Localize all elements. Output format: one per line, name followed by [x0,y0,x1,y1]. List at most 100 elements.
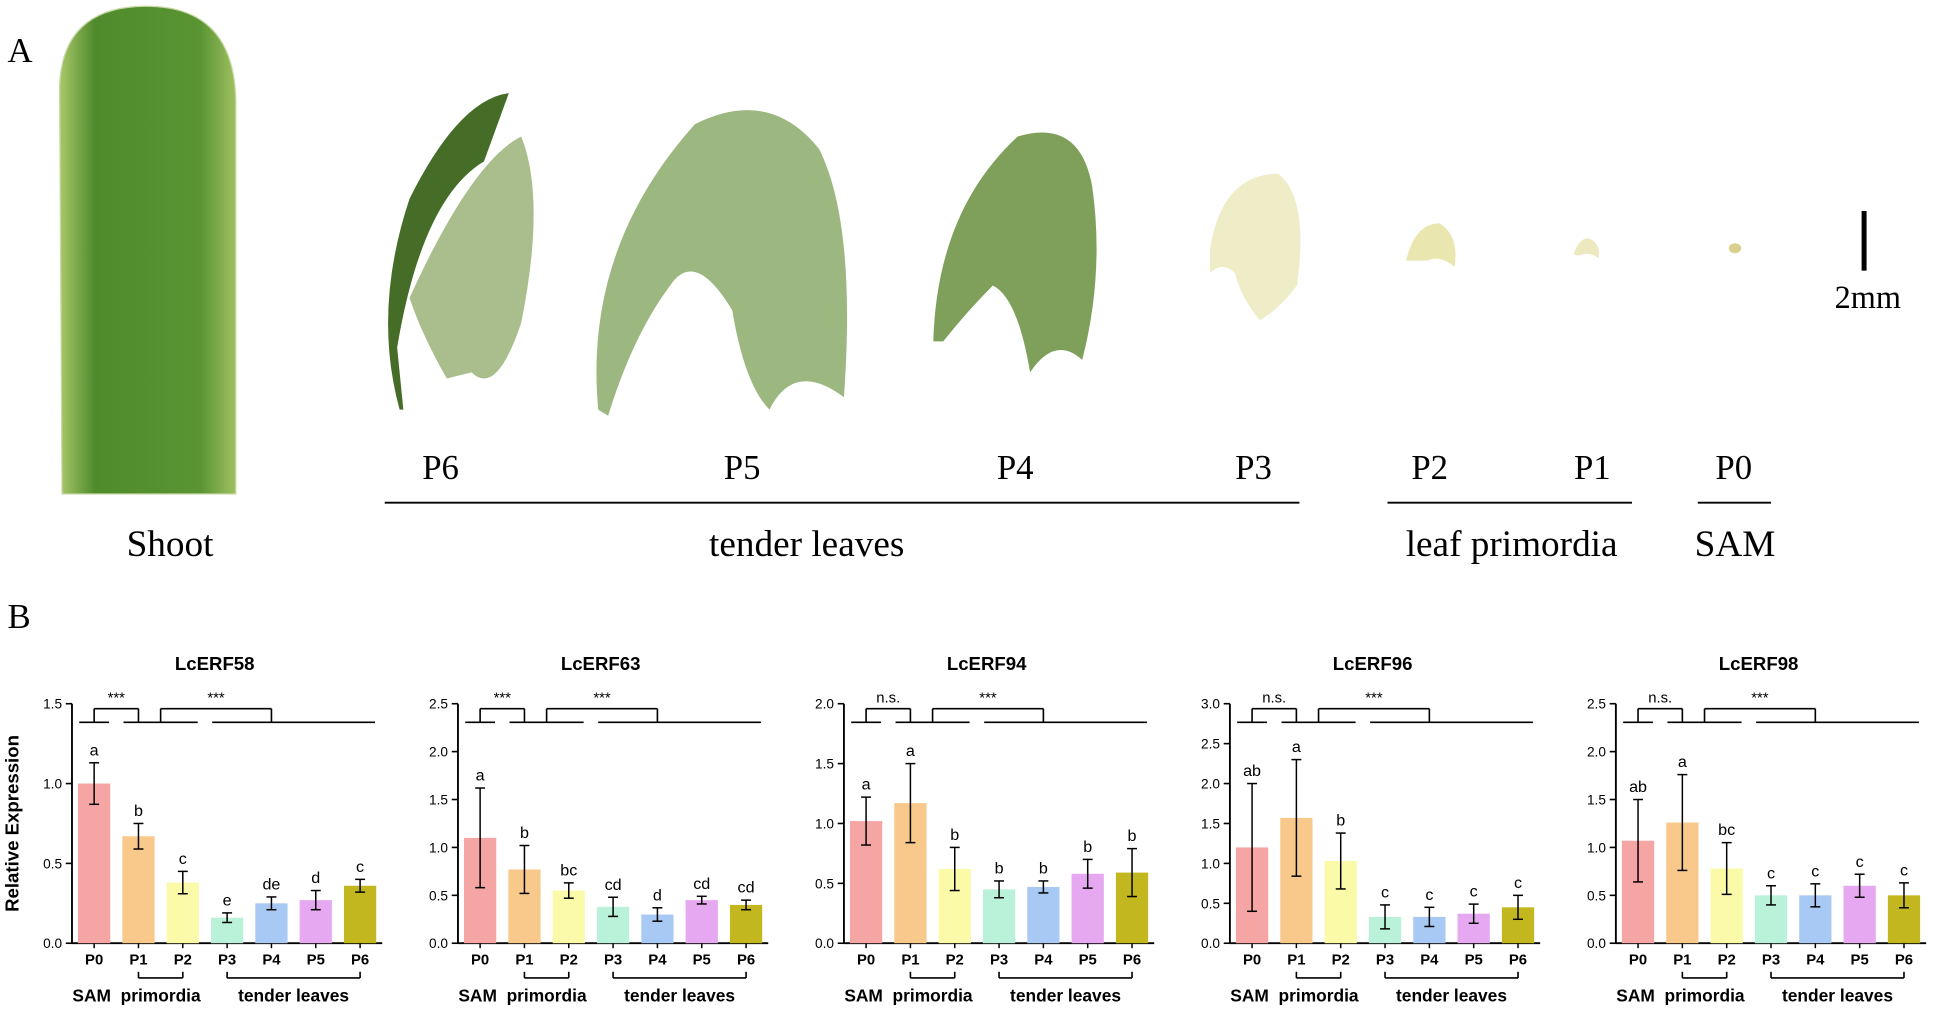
x-tick-label: P3 [1762,952,1780,968]
significance-label: *** [494,690,512,706]
letter-label: a [90,741,99,759]
letter-label: b [520,824,529,842]
letter-label: a [906,742,915,760]
bar [343,885,377,944]
significance-label: *** [979,690,997,706]
letter-label: cd [693,875,710,893]
x-tick-label: P3 [604,952,622,968]
x-tick-label: P6 [1509,952,1527,968]
x-tick-label: P4 [648,952,667,968]
x-tick-label: P6 [1895,952,1913,968]
y-tick-label: 1.0 [1587,840,1606,855]
group-label: tender leaves [238,986,349,1006]
letter-label: a [1678,753,1687,771]
x-tick-label: P1 [901,952,919,968]
x-tick-label: P1 [129,952,147,968]
p4-photo [933,132,1097,373]
letter-label: a [476,767,485,785]
significance-label: n.s. [876,690,900,706]
group-label: Shoot [127,524,215,565]
y-tick-label: 0.0 [43,936,62,951]
letter-label: d [311,869,320,887]
y-tick-label: 0.5 [429,888,448,903]
bar [78,783,111,944]
y-tick-label: 0.5 [1201,896,1220,911]
group-label: primordia [507,986,587,1006]
y-tick-label: 0.0 [1587,936,1606,951]
letter-label: c [179,850,187,868]
scale-label: 2mm [1835,279,1901,315]
letter-label: bc [1718,821,1735,839]
x-tick-label: P0 [471,952,489,968]
x-tick-label: P5 [1079,952,1097,968]
x-tick-label: P2 [1332,952,1350,968]
y-axis-label: Relative Expression [2,735,23,912]
y-tick-label: 2.0 [429,745,448,760]
group-label: tender leaves [1010,986,1121,1006]
letter-label: cd [605,876,622,894]
x-tick-label: P1 [1287,952,1305,968]
x-tick-label: P6 [351,952,369,968]
x-tick-label: P6 [1123,952,1141,968]
y-tick-label: 0.0 [429,936,448,951]
significance-label: *** [207,690,225,706]
group-label: primordia [1664,986,1744,1006]
x-tick-label: P0 [1629,952,1647,968]
x-tick-label: P2 [946,952,964,968]
letter-label: cd [738,879,755,897]
stage-label: P5 [724,448,761,487]
x-tick-label: P0 [1243,952,1261,968]
y-tick-label: 1.5 [815,757,834,772]
bar [1027,886,1060,944]
p2-photo [1406,223,1456,267]
group-label: tender leaves [624,986,735,1006]
group-label: SAM [72,986,111,1006]
y-tick-label: 2.0 [1587,745,1606,760]
letter-label: c [356,858,364,876]
group-label: leaf primordia [1406,524,1618,565]
chart-title: LcERF63 [561,653,641,674]
bar [552,890,585,944]
y-tick-label: 1.0 [1201,856,1220,871]
chart-title: LcERF94 [947,653,1027,674]
y-tick-label: 0.5 [43,856,62,871]
significance-label: *** [1751,690,1769,706]
shoot-photo [58,5,237,495]
group-label: tender leaves [1782,986,1893,1006]
group-label: tender leaves [1396,986,1507,1006]
y-tick-label: 0.0 [1201,936,1220,951]
significance-label: n.s. [1262,690,1286,706]
group-label: SAM [1616,986,1655,1006]
y-tick-label: 1.0 [429,840,448,855]
x-tick-label: P2 [1718,952,1736,968]
letter-label: de [262,875,280,893]
letter-label: a [862,776,871,794]
group-label: SAM [844,986,883,1006]
y-tick-label: 0.0 [815,936,834,951]
x-tick-label: P3 [218,952,236,968]
letter-label: b [1336,812,1345,830]
chart-title: LcERF98 [1719,653,1799,674]
letter-label: c [1900,861,1908,879]
y-tick-label: 2.5 [1201,737,1220,752]
x-tick-label: P4 [1420,952,1439,968]
group-label: primordia [893,986,973,1006]
stage-label: P3 [1235,448,1272,487]
letter-label: d [653,886,662,904]
p6-photo [388,93,509,410]
x-tick-label: P5 [1851,952,1869,968]
x-tick-label: P5 [1465,952,1483,968]
y-tick-label: 1.5 [1201,816,1220,831]
letter-label: b [995,860,1004,878]
x-tick-label: P0 [857,952,875,968]
letter-label: c [1856,853,1864,871]
y-tick-label: 0.5 [1587,888,1606,903]
letter-label: a [1292,738,1301,756]
x-tick-label: P3 [1376,952,1394,968]
letter-label: b [1039,860,1048,878]
stage-label: P2 [1411,448,1448,487]
panel-label: A [7,31,32,70]
significance-label: n.s. [1648,690,1672,706]
significance-label: *** [108,690,126,706]
